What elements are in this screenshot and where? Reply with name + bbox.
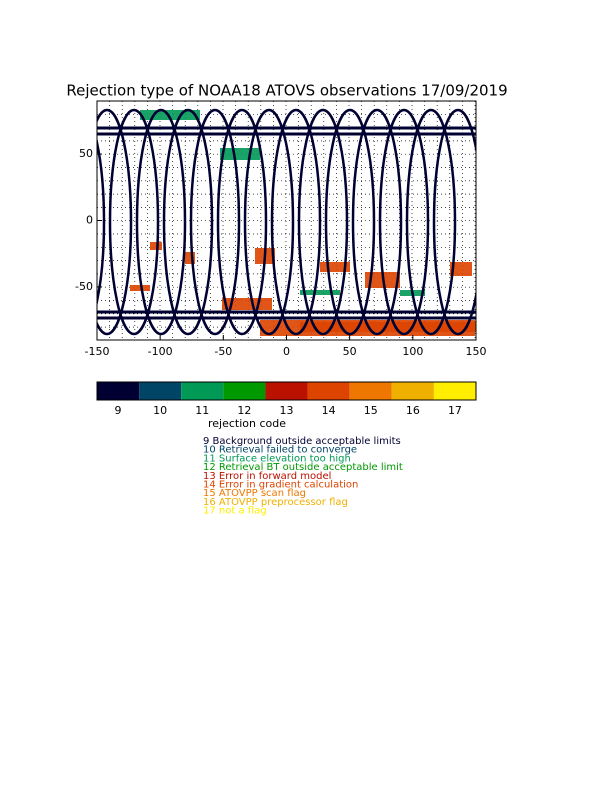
rejection-patch — [130, 285, 150, 291]
colorbar-tick-label: 11 — [195, 404, 209, 417]
x-tick-label: 50 — [343, 345, 357, 358]
colorbar-swatch — [97, 382, 140, 400]
y-tick-label: 0 — [86, 214, 93, 227]
orbit-track — [270, 108, 322, 336]
rejection-patch — [300, 290, 340, 295]
colorbar-swatch — [139, 382, 182, 400]
colorbar-tick-label: 12 — [237, 404, 251, 417]
orbit-track — [108, 108, 160, 336]
orbit-track — [243, 108, 295, 336]
colorbar-swatch — [265, 382, 308, 400]
x-tick-label: -150 — [85, 345, 110, 358]
x-tick-label: 0 — [283, 345, 290, 358]
legend-entry: 15 ATOVPP scan flag — [203, 488, 306, 499]
colorbar-swatch — [307, 382, 350, 400]
orbit-track — [162, 108, 214, 336]
x-tick-label: 100 — [402, 345, 423, 358]
rejection-patch — [185, 252, 195, 264]
legend-entry: 14 Error in gradient calculation — [203, 480, 358, 491]
title: Rejection type of NOAA18 ATOVS observati… — [66, 82, 507, 100]
orbit-track — [216, 108, 268, 336]
legend-entry: 10 Retrieval failed to converge — [203, 445, 357, 456]
orbit-track — [405, 108, 457, 336]
rejection-patch — [300, 322, 476, 332]
rejection-patch — [140, 110, 200, 120]
rejection-patch — [150, 242, 162, 250]
map — [97, 101, 476, 340]
legend-entry: 17 not a flag — [203, 506, 267, 517]
colorbar-swatch — [391, 382, 434, 400]
orbit-track — [432, 108, 476, 336]
y-tick-label: -50 — [75, 280, 93, 293]
legend-entry: 13 Error in forward model — [203, 471, 331, 482]
legend-entry: 9 Background outside acceptable limits — [203, 436, 401, 447]
orbit-track — [135, 108, 187, 336]
orbit-track — [97, 108, 133, 336]
colorbar-tick-label: 9 — [115, 404, 122, 417]
colorbar-swatch — [223, 382, 266, 400]
orbit-track — [378, 108, 430, 336]
colorbar-tick-label: 17 — [448, 404, 462, 417]
legend-entry: 16 ATOVPP preprocessor flag — [203, 497, 348, 508]
colorbar-tick-label: 14 — [322, 404, 336, 417]
y-tick-label: 50 — [79, 147, 93, 160]
rejection-patch — [450, 262, 472, 276]
x-tick-label: -50 — [214, 345, 232, 358]
orbit-track — [297, 108, 349, 336]
x-tick-label: 150 — [466, 345, 487, 358]
rejection-patch — [220, 148, 260, 160]
colorbar-tick-label: 16 — [406, 404, 420, 417]
orbit-track — [97, 137, 106, 307]
rejection-patch — [320, 262, 350, 272]
x-tick-label: -100 — [148, 345, 173, 358]
orbit-track — [189, 108, 241, 336]
colorbar-swatch — [349, 382, 392, 400]
orbit-track — [351, 108, 403, 336]
colorbar-swatch — [181, 382, 224, 400]
colorbar-swatch — [433, 382, 476, 400]
colorbar-tick-label: 10 — [153, 404, 167, 417]
orbit-track — [324, 108, 376, 336]
legend-entry: 11 Surface elevation too high — [203, 453, 351, 464]
colorbar-label: rejection code — [208, 417, 286, 430]
legend-entry: 12 Retrieval BT outside acceptable limit — [203, 462, 403, 473]
colorbar-tick-label: 13 — [280, 404, 294, 417]
colorbar-tick-label: 15 — [364, 404, 378, 417]
colorbar-frame — [96, 381, 477, 401]
